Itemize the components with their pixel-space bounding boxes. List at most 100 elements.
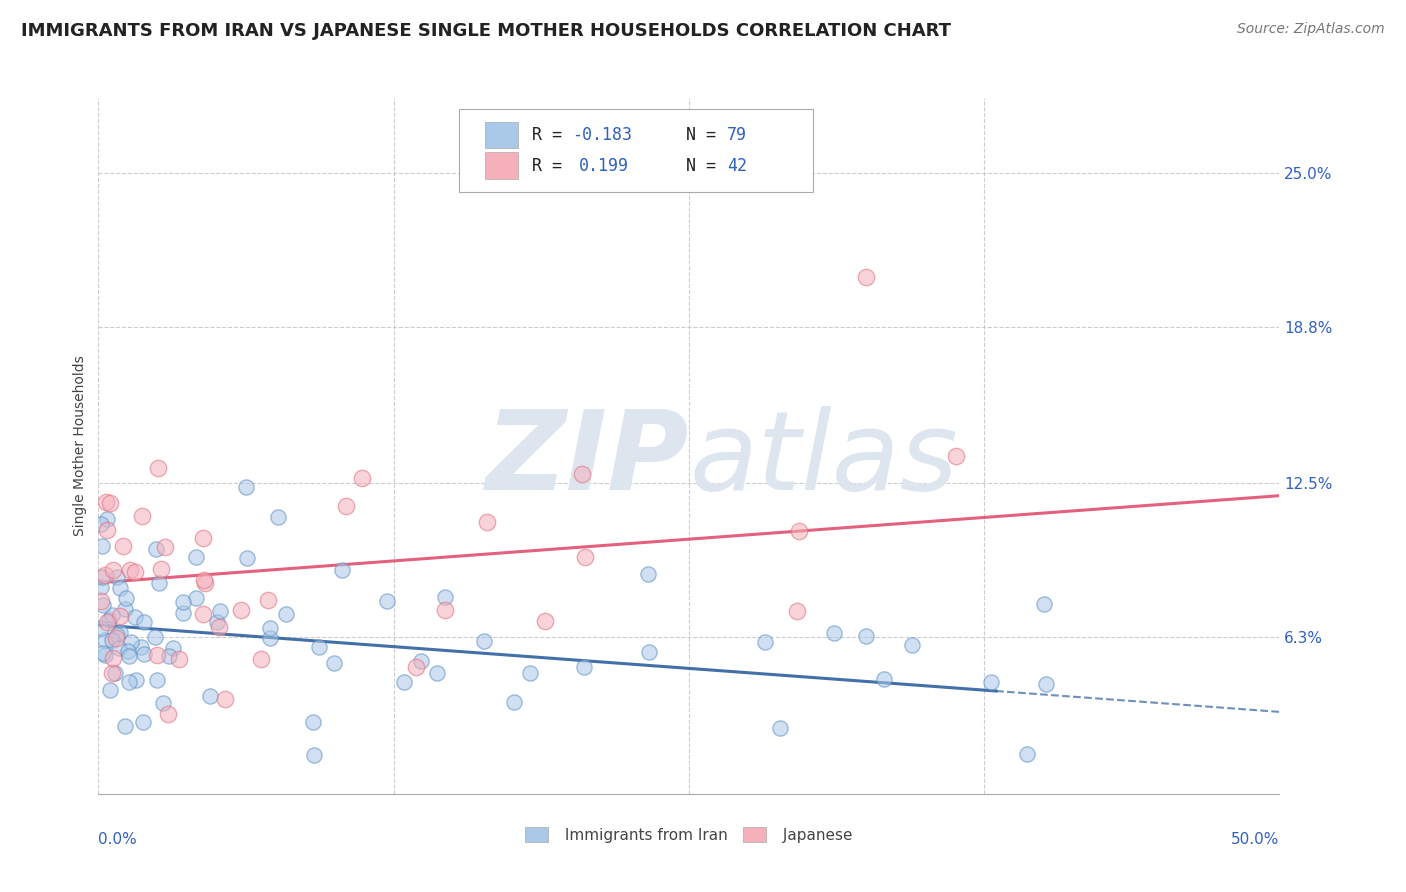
Point (352, 471, 374, 485)
Point (259, 632, 281, 646)
Point (250, 651, 273, 665)
Point (205, 615, 228, 629)
Point (118, 675, 141, 690)
Point (392, 675, 415, 690)
Point (90, 594, 112, 608)
Point (900, 639, 922, 653)
Point (94, 568, 117, 582)
Point (980, 675, 1002, 690)
Point (118, 563, 141, 577)
Point (117, 644, 139, 658)
Point (855, 270, 877, 285)
Point (105, 628, 128, 642)
Point (96, 615, 118, 629)
Point (184, 591, 207, 605)
Text: 42: 42 (727, 157, 747, 175)
Point (302, 748, 325, 763)
Text: 50.0%: 50.0% (1232, 832, 1279, 847)
Point (105, 632, 128, 646)
Point (637, 645, 659, 659)
Point (409, 654, 432, 668)
Point (98, 496, 121, 510)
Point (235, 480, 257, 494)
Point (98, 682, 121, 697)
Point (637, 566, 659, 581)
FancyBboxPatch shape (485, 153, 517, 178)
Point (143, 630, 166, 644)
Point (375, 594, 398, 608)
Point (194, 576, 217, 591)
Text: -0.183: -0.183 (572, 126, 633, 144)
Point (112, 539, 135, 553)
Point (101, 650, 124, 665)
Text: atlas: atlas (689, 407, 957, 514)
Point (172, 595, 194, 609)
Text: N =: N = (655, 126, 725, 144)
Point (855, 629, 877, 643)
Point (1015, 747, 1038, 761)
Point (131, 509, 153, 524)
Point (572, 660, 595, 674)
Text: IMMIGRANTS FROM IRAN VS JAPANESE SINGLE MOTHER HOUSEHOLDS CORRELATION CHART: IMMIGRANTS FROM IRAN VS JAPANESE SINGLE … (21, 22, 950, 40)
Text: N =: N = (655, 157, 725, 175)
Point (259, 621, 281, 635)
Y-axis label: Single Mother Households: Single Mother Households (73, 356, 87, 536)
Point (101, 563, 124, 577)
Point (873, 672, 896, 686)
Point (114, 719, 136, 733)
Point (101, 632, 124, 647)
Point (132, 715, 155, 730)
Point (118, 649, 141, 664)
Point (475, 515, 498, 529)
Text: R =: R = (531, 126, 572, 144)
Point (108, 641, 131, 656)
Point (120, 634, 142, 648)
Point (405, 660, 427, 674)
Text: Source: ZipAtlas.com: Source: ZipAtlas.com (1237, 22, 1385, 37)
Point (534, 614, 557, 628)
Text: 79: 79 (727, 126, 747, 144)
Point (145, 541, 167, 556)
Point (146, 673, 169, 687)
Point (274, 607, 297, 621)
Point (124, 610, 146, 624)
Point (110, 609, 132, 624)
Point (132, 647, 155, 661)
Point (90, 621, 112, 635)
Point (426, 665, 449, 680)
Point (323, 656, 346, 670)
Point (98, 613, 121, 627)
Point (155, 540, 177, 554)
Point (519, 666, 541, 681)
Point (96, 523, 118, 537)
Point (172, 607, 194, 621)
Point (503, 695, 526, 709)
Point (236, 550, 259, 565)
Point (335, 499, 357, 513)
FancyBboxPatch shape (485, 122, 517, 148)
Point (191, 607, 214, 621)
Point (91, 646, 114, 660)
Point (332, 563, 354, 577)
Point (162, 640, 184, 655)
Point (208, 604, 231, 618)
Point (433, 590, 456, 604)
Point (433, 603, 456, 617)
Point (198, 690, 221, 704)
Point (146, 460, 169, 475)
Point (308, 640, 330, 654)
Point (94, 495, 117, 509)
Point (107, 570, 129, 584)
Point (571, 467, 593, 481)
Point (90, 570, 112, 584)
Point (193, 573, 215, 587)
Point (148, 575, 170, 590)
Point (1035, 677, 1057, 691)
Point (152, 696, 174, 710)
Text: R =: R = (531, 157, 582, 175)
Legend:  Immigrants from Iran,  Japanese: Immigrants from Iran, Japanese (519, 821, 859, 849)
Point (100, 608, 122, 623)
Point (302, 715, 325, 730)
Point (267, 509, 290, 524)
Point (125, 673, 148, 687)
